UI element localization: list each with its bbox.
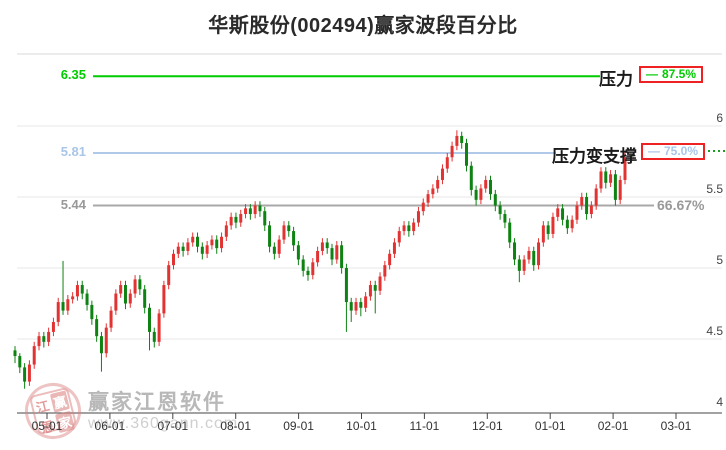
y-axis-label: 4.5 [706, 324, 723, 338]
x-axis-label: 06-01 [94, 419, 126, 433]
resistance-support-label: 压力变支撑 [552, 147, 637, 166]
resistance-support-percent-value: 75.0% [663, 144, 699, 158]
resistance-label: 压力 [599, 70, 633, 89]
page-title: 华斯股份(002494)赢家波段百分比 [208, 15, 518, 37]
y-axis-label: 6 [716, 111, 723, 125]
x-axis-label: 11-01 [409, 419, 440, 433]
x-axis-label: 03-01 [660, 419, 692, 433]
x-axis-label: 09-01 [283, 419, 314, 433]
resistance-percent-badge: — 87.5% [639, 66, 703, 83]
badge-dash-icon: — [645, 67, 658, 81]
support-price-label: 5.44 [60, 197, 86, 212]
x-axis-label: 10-01 [346, 419, 377, 433]
badge-dash-icon: — [647, 144, 660, 158]
support-percent-value: 66.67% [657, 197, 705, 213]
watermark: 江 赢 恩 家 赢家江恩软件 www.360gann.com [19, 377, 255, 445]
watermark-brand: 赢家江恩软件 [88, 391, 226, 414]
x-axis-label: 01-01 [534, 419, 566, 433]
seal-char: 赢 [49, 390, 70, 413]
brand-seal-icon: 江 赢 恩 家 [19, 377, 87, 445]
watermark-url: www.360gann.com [88, 415, 239, 432]
resistance-price-label: 6.35 [60, 67, 86, 82]
x-axis-label: 02-01 [597, 419, 629, 433]
y-axis-label: 5 [716, 253, 723, 267]
resistance-percent-value: 87.5% [661, 67, 697, 81]
resistance-support-price-label: 5.81 [60, 144, 86, 159]
x-axis-label: 12-01 [471, 419, 503, 433]
x-axis-label: 08-01 [220, 419, 252, 433]
y-axis-label: 5.5 [706, 182, 723, 196]
x-axis-label: 07-01 [157, 419, 189, 433]
x-axis-label: 05-01 [31, 419, 63, 433]
y-axis-label: 4 [716, 395, 723, 409]
resistance-support-percent-badge: — 75.0% [641, 143, 705, 160]
